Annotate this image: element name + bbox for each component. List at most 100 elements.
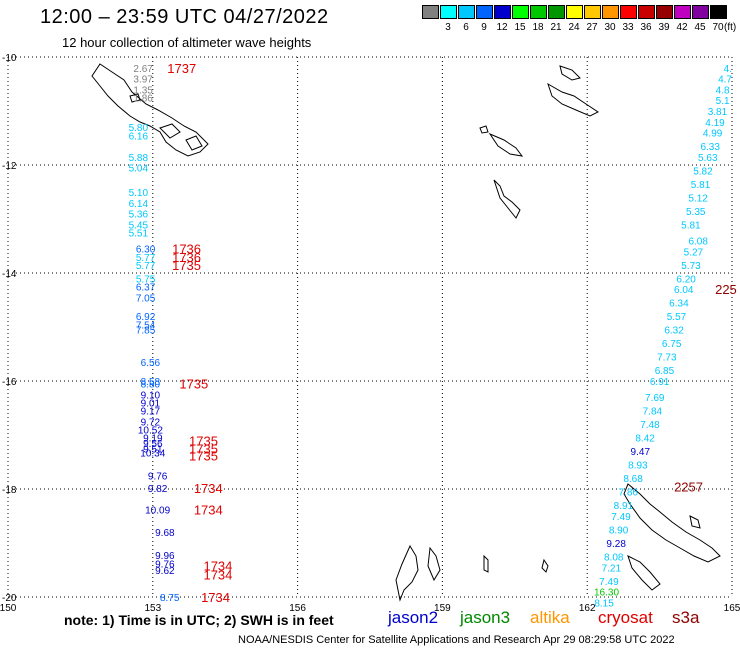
swh-value: 7.85 (136, 326, 156, 337)
swh-value: 5.73 (681, 261, 701, 272)
legend-label: 21 (550, 22, 562, 33)
swh-value: 6.37 (136, 283, 156, 294)
pass-time-label: 1736 (172, 242, 201, 257)
swh-value: 5.81 (681, 220, 701, 231)
swh-value: 1.35 (133, 85, 153, 96)
swh-value: 9.76 (148, 472, 168, 483)
coastline-islet-4 (479, 125, 489, 134)
swh-value: 8.80 (141, 380, 161, 391)
lon-tick-label: 165 (724, 603, 740, 614)
pass-time-label: 1735 (189, 442, 218, 457)
swh-value: 5.1 (716, 96, 730, 107)
swh-value: 9.51 (143, 445, 163, 456)
swh-value: 6.08 (688, 237, 708, 248)
swh-value: 5.57 (667, 312, 687, 323)
swh-value: 9.96 (155, 551, 175, 562)
swh-value: 8.15 (594, 598, 614, 609)
legend-label: 15 (514, 22, 526, 33)
swh-value: 10.09 (145, 506, 170, 517)
swh-value: 5.35 (686, 207, 706, 218)
lon-tick-label: 153 (144, 603, 161, 614)
swh-value: 6.20 (676, 274, 696, 285)
legend-label: 30 (604, 22, 616, 33)
swh-value: 3.81 (708, 107, 728, 118)
legend-label: 39 (658, 22, 670, 33)
swh-value: 2.67 (133, 64, 153, 75)
swh-value: 5.88 (129, 153, 149, 164)
legend-swatch (620, 5, 637, 19)
lat-tick-label: -10 (2, 53, 17, 64)
lon-tick-label: 162 (579, 603, 596, 614)
coastline-png (91, 63, 209, 157)
swh-value: 9.28 (606, 539, 626, 550)
lat-tick-label: -12 (2, 161, 17, 172)
satellite-name-jason2: jason2 (388, 608, 439, 627)
swh-value: 7.49 (599, 577, 619, 588)
swh-value: 7.05 (136, 293, 156, 304)
swh-value: 6.16 (129, 131, 149, 142)
coastline-reef-2 (427, 546, 441, 582)
swh-value: 4.7 (718, 75, 732, 86)
coastline-rennell (488, 132, 524, 157)
swh-value: 5.04 (129, 164, 149, 175)
legend-label: 45 (694, 22, 706, 33)
pass-time-label: 1735 (172, 258, 201, 273)
swh-value: 3.97 (133, 75, 153, 86)
pass-time-label: 1736 (172, 250, 201, 265)
swh-value: 7.73 (657, 353, 677, 364)
coastline-loyalty (689, 515, 701, 529)
swh-value: 9.01 (141, 399, 161, 410)
swh-value: 9.17 (141, 407, 161, 418)
swh-value: 5.77 (136, 253, 156, 264)
swh-value: 8.68 (623, 474, 643, 485)
swh-value: 6.85 (655, 366, 675, 377)
swh-value: 7.48 (640, 420, 660, 431)
coastline-reef-3 (483, 554, 489, 573)
swh-value: 9.82 (148, 484, 168, 495)
credit-line: NOAA/NESDIS Center for Satellite Applica… (238, 634, 675, 646)
legend-swatch (584, 5, 601, 19)
swh-value: 6.33 (700, 142, 720, 153)
lon-tick-label: 150 (0, 603, 17, 614)
swh-value: 8.91 (614, 501, 634, 512)
swh-value: 16.30 (594, 588, 619, 599)
swh-value: 5.10 (129, 188, 149, 199)
swh-value: 10.34 (140, 448, 165, 459)
legend-swatch (422, 5, 439, 19)
swh-value: 5.45 (129, 220, 149, 231)
legend-label: 24 (568, 22, 580, 33)
pass-time-label: 1734 (201, 590, 230, 605)
coastline-new-caledonia (623, 483, 721, 563)
swh-value: 6.14 (129, 199, 149, 210)
swh-value: 4.19 (705, 118, 725, 129)
swh-value: 8.58 (141, 377, 161, 388)
map-subtitle: 12 hour collection of altimeter wave hei… (62, 35, 312, 50)
swh-value: 7.49 (611, 512, 631, 523)
pass-time-label: 1734 (203, 559, 232, 574)
legend-label: 9 (481, 22, 487, 33)
pass-time-label: 1737 (167, 61, 196, 76)
swh-value: 6.32 (664, 326, 684, 337)
legend-swatch (440, 5, 457, 19)
legend-label: 3 (445, 22, 451, 33)
swh-value: 8.90 (609, 526, 629, 537)
swh-value: 9.56 (143, 439, 163, 450)
swh-value: 9.68 (155, 528, 175, 539)
footer-note: note: 1) Time is in UTC; 2) SWH is in fe… (64, 612, 334, 628)
swh-value: 5.75 (136, 274, 156, 285)
swh-value: 5.27 (684, 247, 704, 258)
swh-value: 8.08 (604, 553, 624, 564)
pass-time-label: 1734 (203, 567, 232, 582)
swh-value: 5.77 (136, 261, 156, 272)
legend-unit: (ft) (724, 22, 737, 33)
coastline-belep (627, 555, 661, 591)
lon-tick-label: 159 (434, 603, 451, 614)
swh-value: 9.76 (155, 560, 175, 571)
swh-value: 4.99 (703, 129, 723, 140)
lat-tick-label: -20 (2, 593, 17, 604)
coastline-islet-2 (185, 135, 203, 151)
legend-swatch (602, 5, 619, 19)
coastlines (91, 63, 721, 602)
pass-time-label: 1735 (189, 449, 218, 464)
